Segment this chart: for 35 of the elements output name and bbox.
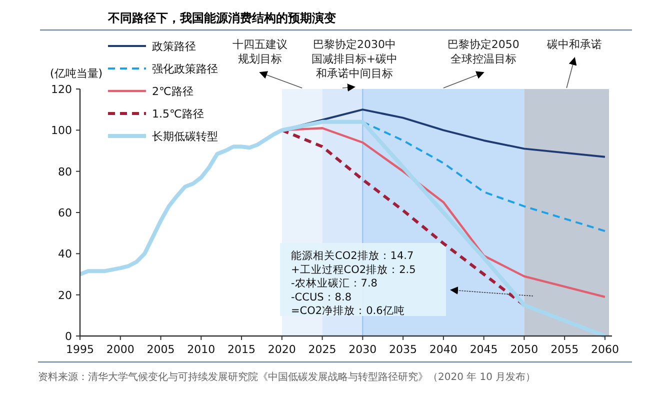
x-tick-label: 2040 [429,343,458,356]
x-tick-label: 2060 [590,343,619,356]
legend-label: 政策路径 [152,40,196,53]
x-tick-label: 2035 [389,343,418,356]
y-tick-label: 20 [58,288,72,302]
x-tick-label: 1995 [66,343,94,356]
line-series [78,120,607,338]
y-tick-label: 60 [58,206,72,220]
y-tick-label: 120 [51,83,72,96]
legend-label: 1.5℃路径 [152,108,204,120]
chart-title: 不同路径下，我国能源消费结构的预期演变 [107,11,336,25]
legend-label: 2℃路径 [152,85,194,98]
annotation: 能源相关CO2排放：14.7 +工业过程CO2排放：2.5 -农林业碳汇：7.8 -CCUS：8.8 =CO2净排放：0.6亿吨 [291,249,416,318]
legend-label: 强化政策路径 [152,62,218,76]
x-tick-label: 2030 [348,343,377,356]
x-tick-label: 2020 [268,343,296,356]
band-label: 十四五建议规划目标 [232,38,288,66]
text: 资料来源：清华大学气候变化与可持续发展研究院《中国低碳发展战略与转型路径研究》（2020 年 10 月发布） [38,371,536,383]
y-tick-label: 0 [65,330,72,343]
x-tick-label: 2055 [550,343,579,356]
band-label: 巴黎协定2050全球控温目标 [447,38,520,66]
x-tick-label: 2045 [470,343,498,356]
y-tick-label: 100 [51,124,72,138]
y-axis-title: (亿吨当量) [50,67,103,80]
x-tick-label: 2005 [146,343,175,356]
band-label: 巴黎协定2030中国减排目标+碳中和承诺中间目标 [311,38,398,80]
y-tick-label: 80 [58,165,72,178]
x-tick-label: 2015 [228,343,256,356]
x-tick-label: 2010 [187,343,216,356]
legend-label: 长期低碳转型 [152,130,218,143]
x-tick-label: 2050 [510,343,538,356]
band-label: 碳中和承诺 [546,38,602,51]
x-tick-label: 2000 [106,343,134,356]
x-tick-label: 2025 [308,343,336,356]
y-tick-label: 40 [58,248,72,261]
